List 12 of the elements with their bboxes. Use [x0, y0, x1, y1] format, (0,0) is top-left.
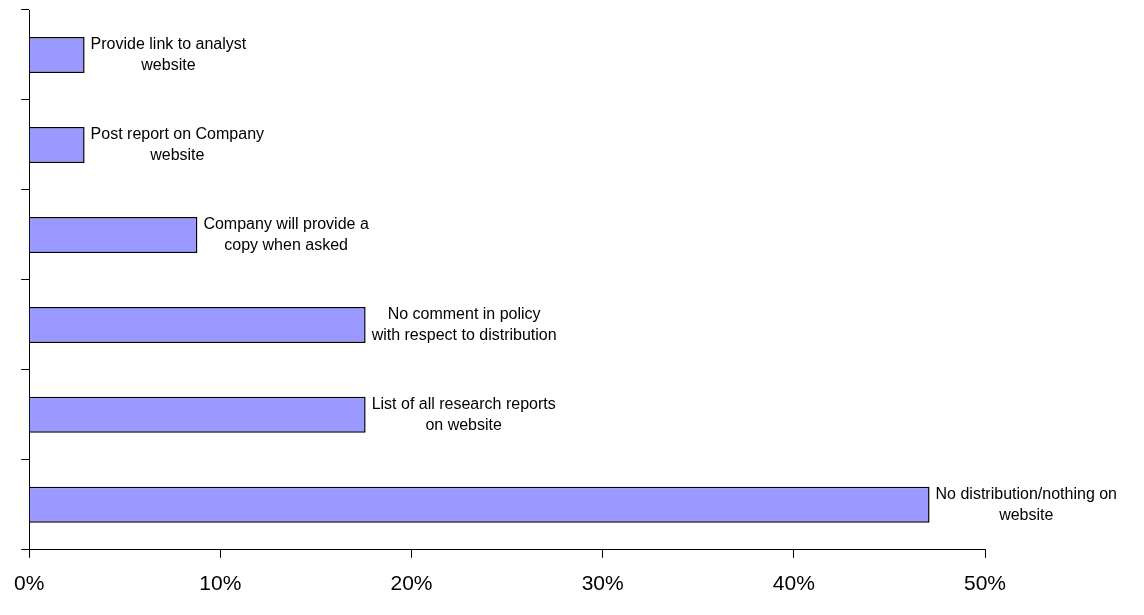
y-tick-label: List of all research reports on website	[371, 395, 556, 434]
x-tick-label: 50%	[963, 571, 1007, 595]
x-tick-label: 10%	[199, 571, 242, 595]
x-tick-label: 20%	[390, 571, 433, 595]
y-tick-label: Post report on Company website	[90, 125, 265, 164]
y-tick-label: Provide link to analyst website	[90, 35, 247, 74]
y-tick-label: No comment in policy with respect to distribution	[370, 305, 557, 344]
x-tick-label: 0%	[14, 571, 45, 595]
x-tick-label: 40%	[772, 571, 815, 595]
x-tick-label: 30%	[581, 571, 624, 595]
y-tick-label: No distribution/nothing on website	[935, 485, 1118, 524]
y-tick-label: Company will provide a copy when asked	[203, 215, 369, 254]
